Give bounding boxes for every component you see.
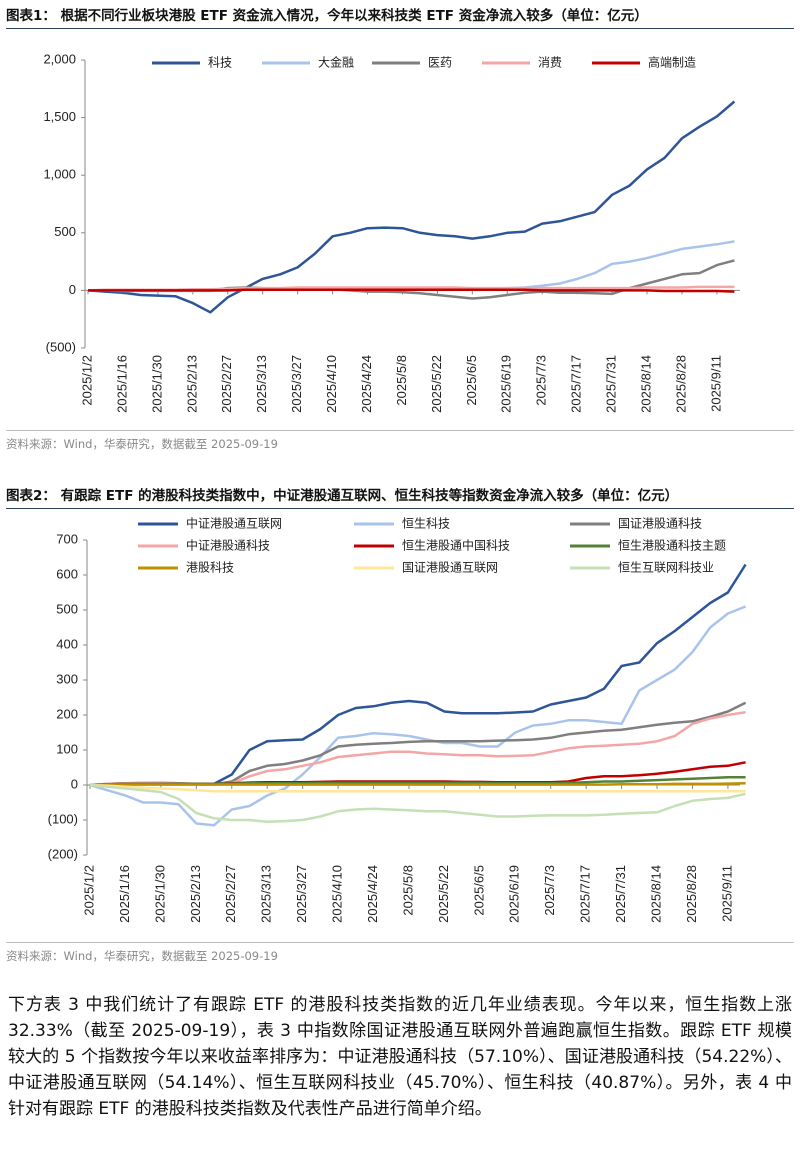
x-tick-label: 2025/2/13 <box>188 865 203 923</box>
series-line <box>89 783 746 824</box>
legend-label: 恒生互联网科技业 <box>618 561 714 575</box>
legend-label: 恒生科技 <box>402 517 450 531</box>
x-tick-label: 2025/7/3 <box>542 865 557 916</box>
legend-label: 中证港股通互联网 <box>186 516 282 531</box>
series-line <box>89 783 746 793</box>
x-tick-label: 2025/7/31 <box>604 355 619 413</box>
x-tick-label: 2025/6/19 <box>507 865 522 923</box>
x-tick-label: 2025/8/14 <box>638 355 653 413</box>
x-tick-label: 2025/2/27 <box>219 355 234 413</box>
legend-label: 国证港股通科技 <box>618 517 702 531</box>
y-tick-label: 0 <box>71 776 78 791</box>
x-tick-label: 2025/1/30 <box>149 355 164 413</box>
x-tick-label: 2025/9/11 <box>708 355 723 412</box>
x-tick-label: 2025/2/27 <box>223 865 238 923</box>
figure-title: 图表2： 有跟踪 ETF 的港股科技类指数中，中证港股通互联网、恒生科技等指数资… <box>6 484 794 509</box>
x-tick-label: 2025/9/11 <box>719 865 734 922</box>
x-tick-label: 2025/3/27 <box>294 865 309 923</box>
x-tick-label: 2025/4/10 <box>324 355 339 413</box>
y-tick-label: 300 <box>56 671 78 686</box>
x-tick-label: 2025/3/13 <box>254 355 269 413</box>
x-tick-label: 2025/7/31 <box>613 865 628 923</box>
legend-label: 科技 <box>208 56 232 70</box>
legend-label: 医药 <box>428 56 452 70</box>
chart: (200) (100) 0 100 200 300 400 500 600 700 2025/1/2… <box>48 516 747 923</box>
y-tick-label: 400 <box>56 636 78 651</box>
legend-label: 高端制造 <box>648 55 696 70</box>
x-tick-label: 2025/7/3 <box>534 355 549 406</box>
x-tick-label: 2025/5/22 <box>436 865 451 923</box>
y-tick-label: 2,000 <box>43 51 76 66</box>
y-tick-label: 1,000 <box>43 167 76 182</box>
x-tick-label: 2025/5/22 <box>429 355 444 413</box>
x-tick-label: 2025/1/30 <box>152 865 167 923</box>
legend-label: 国证港股通互联网 <box>402 561 498 575</box>
x-tick-label: 2025/4/10 <box>330 865 345 923</box>
y-tick-label: 1,500 <box>43 109 76 124</box>
y-tick-label: 0 <box>69 282 76 297</box>
x-tick-label: 2025/6/5 <box>471 865 486 916</box>
x-tick-label: 2025/2/13 <box>184 355 199 413</box>
x-tick-label: 2025/6/5 <box>464 355 479 406</box>
x-tick-label: 2025/8/28 <box>684 865 699 923</box>
y-tick-label: (100) <box>48 811 78 826</box>
legend-label: 消费 <box>538 56 562 70</box>
figure-title: 图表1： 根据不同行业板块港股 ETF 资金流入情况，今年以来科技类 ETF 资… <box>6 4 794 29</box>
x-tick-label: 2025/8/14 <box>648 865 663 923</box>
x-tick-label: 2025/8/28 <box>673 355 688 413</box>
series-line <box>89 782 746 787</box>
x-tick-label: 2025/1/2 <box>81 865 96 916</box>
legend-label: 恒生港股通中国科技 <box>402 538 510 553</box>
y-tick-label: 100 <box>56 741 78 756</box>
series-line <box>89 605 747 827</box>
x-tick-label: 2025/5/8 <box>394 355 409 406</box>
series-line <box>87 100 736 314</box>
y-tick-label: 500 <box>56 601 78 616</box>
series-line <box>88 259 735 300</box>
x-tick-label: 2025/6/19 <box>499 355 514 413</box>
source-note: 资料来源：Wind，华泰研究，数据截至 2025-09-19 <box>6 942 794 964</box>
x-tick-label: 2025/3/27 <box>289 355 304 413</box>
body-paragraph: 下方表 3 中我们统计了有跟踪 ETF 的港股科技类指数的近几年业绩表现。今年以… <box>8 995 792 1119</box>
x-tick-label: 2025/5/8 <box>400 865 415 916</box>
y-tick-label: (500) <box>46 339 76 354</box>
y-tick-label: 700 <box>56 531 78 546</box>
x-tick-label: 2025/1/16 <box>114 355 129 413</box>
source-note: 资料来源：Wind，华泰研究，数据截至 2025-09-19 <box>6 430 794 452</box>
x-tick-label: 2025/4/24 <box>359 355 374 413</box>
legend-label: 大金融 <box>318 55 354 70</box>
y-tick-label: 600 <box>56 566 78 581</box>
x-tick-label: 2025/7/17 <box>569 355 584 413</box>
legend-label: 恒生港股通科技主题 <box>618 539 726 553</box>
legend-label: 中证港股通科技 <box>186 538 270 553</box>
y-tick-label: 200 <box>56 706 78 721</box>
series-line <box>88 240 735 293</box>
x-tick-label: 2025/7/17 <box>578 865 593 923</box>
legend-label: 港股科技 <box>186 561 234 575</box>
x-tick-label: 2025/4/24 <box>365 865 380 923</box>
y-tick-label: (200) <box>48 846 78 861</box>
x-tick-label: 2025/1/16 <box>117 865 132 923</box>
series-line <box>89 701 747 787</box>
x-tick-label: 2025/3/13 <box>259 865 274 923</box>
chart: (500) 0 500 1,000 1,500 2,000 2025/1/2 2025/1/1… <box>43 51 740 413</box>
x-tick-label: 2025/1/2 <box>79 355 94 406</box>
series-line <box>88 288 735 293</box>
y-tick-label: 500 <box>54 224 76 239</box>
